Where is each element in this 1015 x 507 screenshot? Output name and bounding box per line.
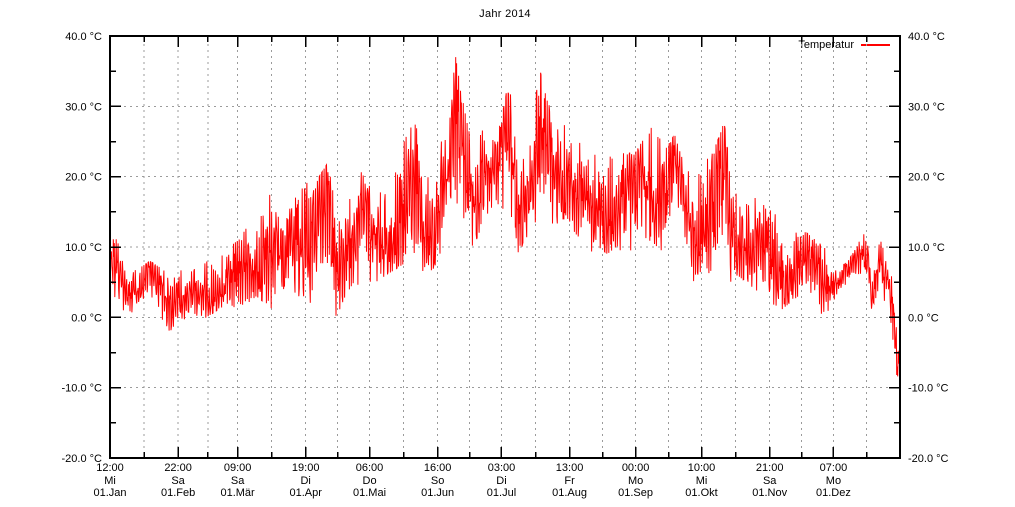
svg-text:22:00: 22:00 bbox=[164, 462, 192, 474]
svg-text:01.Mär: 01.Mär bbox=[220, 487, 255, 499]
svg-text:01.Jun: 01.Jun bbox=[421, 487, 454, 499]
svg-text:01.Apr: 01.Apr bbox=[289, 487, 322, 499]
svg-text:13:00: 13:00 bbox=[556, 462, 584, 474]
svg-text:09:00: 09:00 bbox=[224, 462, 252, 474]
svg-text:So: So bbox=[431, 475, 444, 487]
svg-text:01.Nov: 01.Nov bbox=[752, 487, 787, 499]
svg-text:19:00: 19:00 bbox=[292, 462, 320, 474]
svg-text:01.Feb: 01.Feb bbox=[161, 487, 195, 499]
svg-text:Di: Di bbox=[496, 475, 506, 487]
svg-text:Mo: Mo bbox=[628, 475, 643, 487]
svg-text:Di: Di bbox=[300, 475, 310, 487]
svg-text:20.0 °C: 20.0 °C bbox=[908, 172, 945, 184]
svg-text:10.0 °C: 10.0 °C bbox=[908, 242, 945, 254]
svg-text:01.Sep: 01.Sep bbox=[618, 487, 653, 499]
svg-text:0.0 °C: 0.0 °C bbox=[908, 312, 939, 324]
chart-title: Jahr 2014 bbox=[479, 8, 531, 20]
svg-text:Fr: Fr bbox=[564, 475, 575, 487]
svg-text:Sa: Sa bbox=[231, 475, 245, 487]
svg-text:01.Mai: 01.Mai bbox=[353, 487, 386, 499]
svg-text:Sa: Sa bbox=[171, 475, 185, 487]
legend: Temperatur bbox=[690, 39, 890, 51]
legend-line-sample bbox=[861, 44, 890, 46]
svg-text:Mi: Mi bbox=[104, 475, 116, 487]
svg-text:07:00: 07:00 bbox=[820, 462, 848, 474]
svg-text:0.0 °C: 0.0 °C bbox=[71, 312, 102, 324]
svg-text:20.0 °C: 20.0 °C bbox=[65, 172, 102, 184]
svg-text:16:00: 16:00 bbox=[424, 462, 452, 474]
svg-text:00:00: 00:00 bbox=[622, 462, 650, 474]
svg-text:Mo: Mo bbox=[826, 475, 841, 487]
svg-text:-10.0 °C: -10.0 °C bbox=[908, 383, 949, 395]
svg-text:Sa: Sa bbox=[763, 475, 777, 487]
svg-text:40.0 °C: 40.0 °C bbox=[65, 31, 102, 43]
svg-text:12:00: 12:00 bbox=[96, 462, 124, 474]
svg-text:40.0 °C: 40.0 °C bbox=[908, 31, 945, 43]
svg-text:-10.0 °C: -10.0 °C bbox=[62, 383, 103, 395]
svg-text:Do: Do bbox=[363, 475, 377, 487]
svg-text:03:00: 03:00 bbox=[488, 462, 516, 474]
svg-text:10:00: 10:00 bbox=[688, 462, 716, 474]
svg-text:01.Jul: 01.Jul bbox=[487, 487, 516, 499]
svg-text:Mi: Mi bbox=[696, 475, 708, 487]
svg-text:21:00: 21:00 bbox=[756, 462, 784, 474]
svg-text:-20.0 °C: -20.0 °C bbox=[908, 453, 949, 465]
svg-text:-20.0 °C: -20.0 °C bbox=[62, 453, 103, 465]
svg-text:30.0 °C: 30.0 °C bbox=[65, 101, 102, 113]
svg-text:06:00: 06:00 bbox=[356, 462, 384, 474]
svg-text:30.0 °C: 30.0 °C bbox=[908, 101, 945, 113]
svg-text:10.0 °C: 10.0 °C bbox=[65, 242, 102, 254]
svg-text:01.Aug: 01.Aug bbox=[552, 487, 587, 499]
svg-text:01.Dez: 01.Dez bbox=[816, 487, 851, 499]
svg-text:01.Jan: 01.Jan bbox=[93, 487, 126, 499]
legend-series-label: Temperatur bbox=[798, 39, 854, 51]
svg-text:01.Okt: 01.Okt bbox=[685, 487, 717, 499]
